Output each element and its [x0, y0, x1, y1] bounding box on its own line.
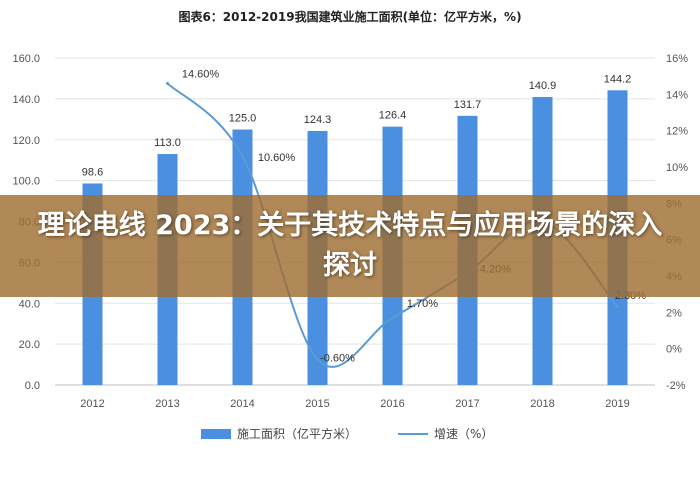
line-value-label: 10.60% [258, 152, 296, 164]
left-axis-tick-label: 140.0 [12, 94, 40, 106]
line-point [316, 358, 319, 362]
bar-value-label: 131.7 [454, 99, 482, 111]
x-axis-tick-label: 2012 [80, 398, 104, 410]
x-axis-tick-label: 2013 [155, 398, 179, 410]
bar-value-label: 144.2 [604, 73, 632, 85]
overlay-title: 理论电线 2023：关于其技术特点与应用场景的深入探讨 [37, 210, 663, 281]
x-axis-ticks: 2012 2013 2014 2015 2016 2017 2018 2019 [80, 398, 629, 410]
right-axis-tick-label: -2% [666, 380, 686, 392]
right-axis-tick-label: 2% [666, 307, 682, 319]
bar-value-label: 126.4 [379, 110, 407, 122]
overlay-banner: 理论电线 2023：关于其技术特点与应用场景的深入探讨 [0, 195, 700, 297]
x-axis-tick-label: 2018 [530, 398, 554, 410]
bar-value-label: 125.0 [229, 113, 257, 125]
bar-value-label: 124.3 [304, 114, 332, 126]
legend: 施工面积（亿平方米） 增速（%） [201, 426, 493, 441]
x-axis-tick-label: 2019 [605, 398, 629, 410]
x-axis-tick-label: 2015 [305, 398, 329, 410]
line-point [391, 316, 394, 320]
left-axis-tick-label: 0.0 [25, 380, 40, 392]
bar-value-label: 113.0 [154, 137, 181, 149]
left-axis-tick-label: 40.0 [19, 298, 40, 310]
left-axis-tick-label: 20.0 [19, 339, 40, 351]
x-axis-tick-label: 2016 [380, 398, 404, 410]
right-axis-tick-label: 16% [666, 53, 688, 65]
bar-value-label: 140.9 [529, 80, 557, 92]
legend-line-label: 增速（%） [434, 427, 493, 441]
bar-value-label: 98.6 [82, 166, 103, 178]
line-point [616, 305, 619, 309]
legend-bar-swatch [201, 429, 231, 439]
left-axis-tick-label: 120.0 [12, 135, 40, 147]
x-axis-tick-label: 2014 [230, 398, 254, 410]
right-axis-tick-label: 0% [666, 344, 682, 356]
line-value-label: 14.60% [182, 68, 220, 80]
line-value-label: -0.60% [320, 353, 355, 365]
right-axis-tick-label: 10% [666, 162, 688, 174]
left-axis-tick-label: 160.0 [12, 53, 40, 65]
chart-title: 图表6：2012-2019我国建筑业施工面积(单位：亿平方米，%) [178, 9, 521, 24]
x-axis-tick-label: 2017 [455, 398, 479, 410]
legend-bar-label: 施工面积（亿平方米） [237, 426, 357, 441]
line-value-label: 1.70% [407, 298, 438, 310]
right-axis-tick-label: 14% [666, 89, 688, 101]
left-axis-tick-label: 100.0 [12, 176, 40, 188]
bar-value-labels: 98.6 113.0 125.0 124.3 126.4 131.7 140.9 144.2 [82, 73, 631, 178]
right-axis-tick-label: 12% [666, 126, 688, 138]
line-point [241, 154, 244, 158]
line-point [166, 81, 169, 85]
